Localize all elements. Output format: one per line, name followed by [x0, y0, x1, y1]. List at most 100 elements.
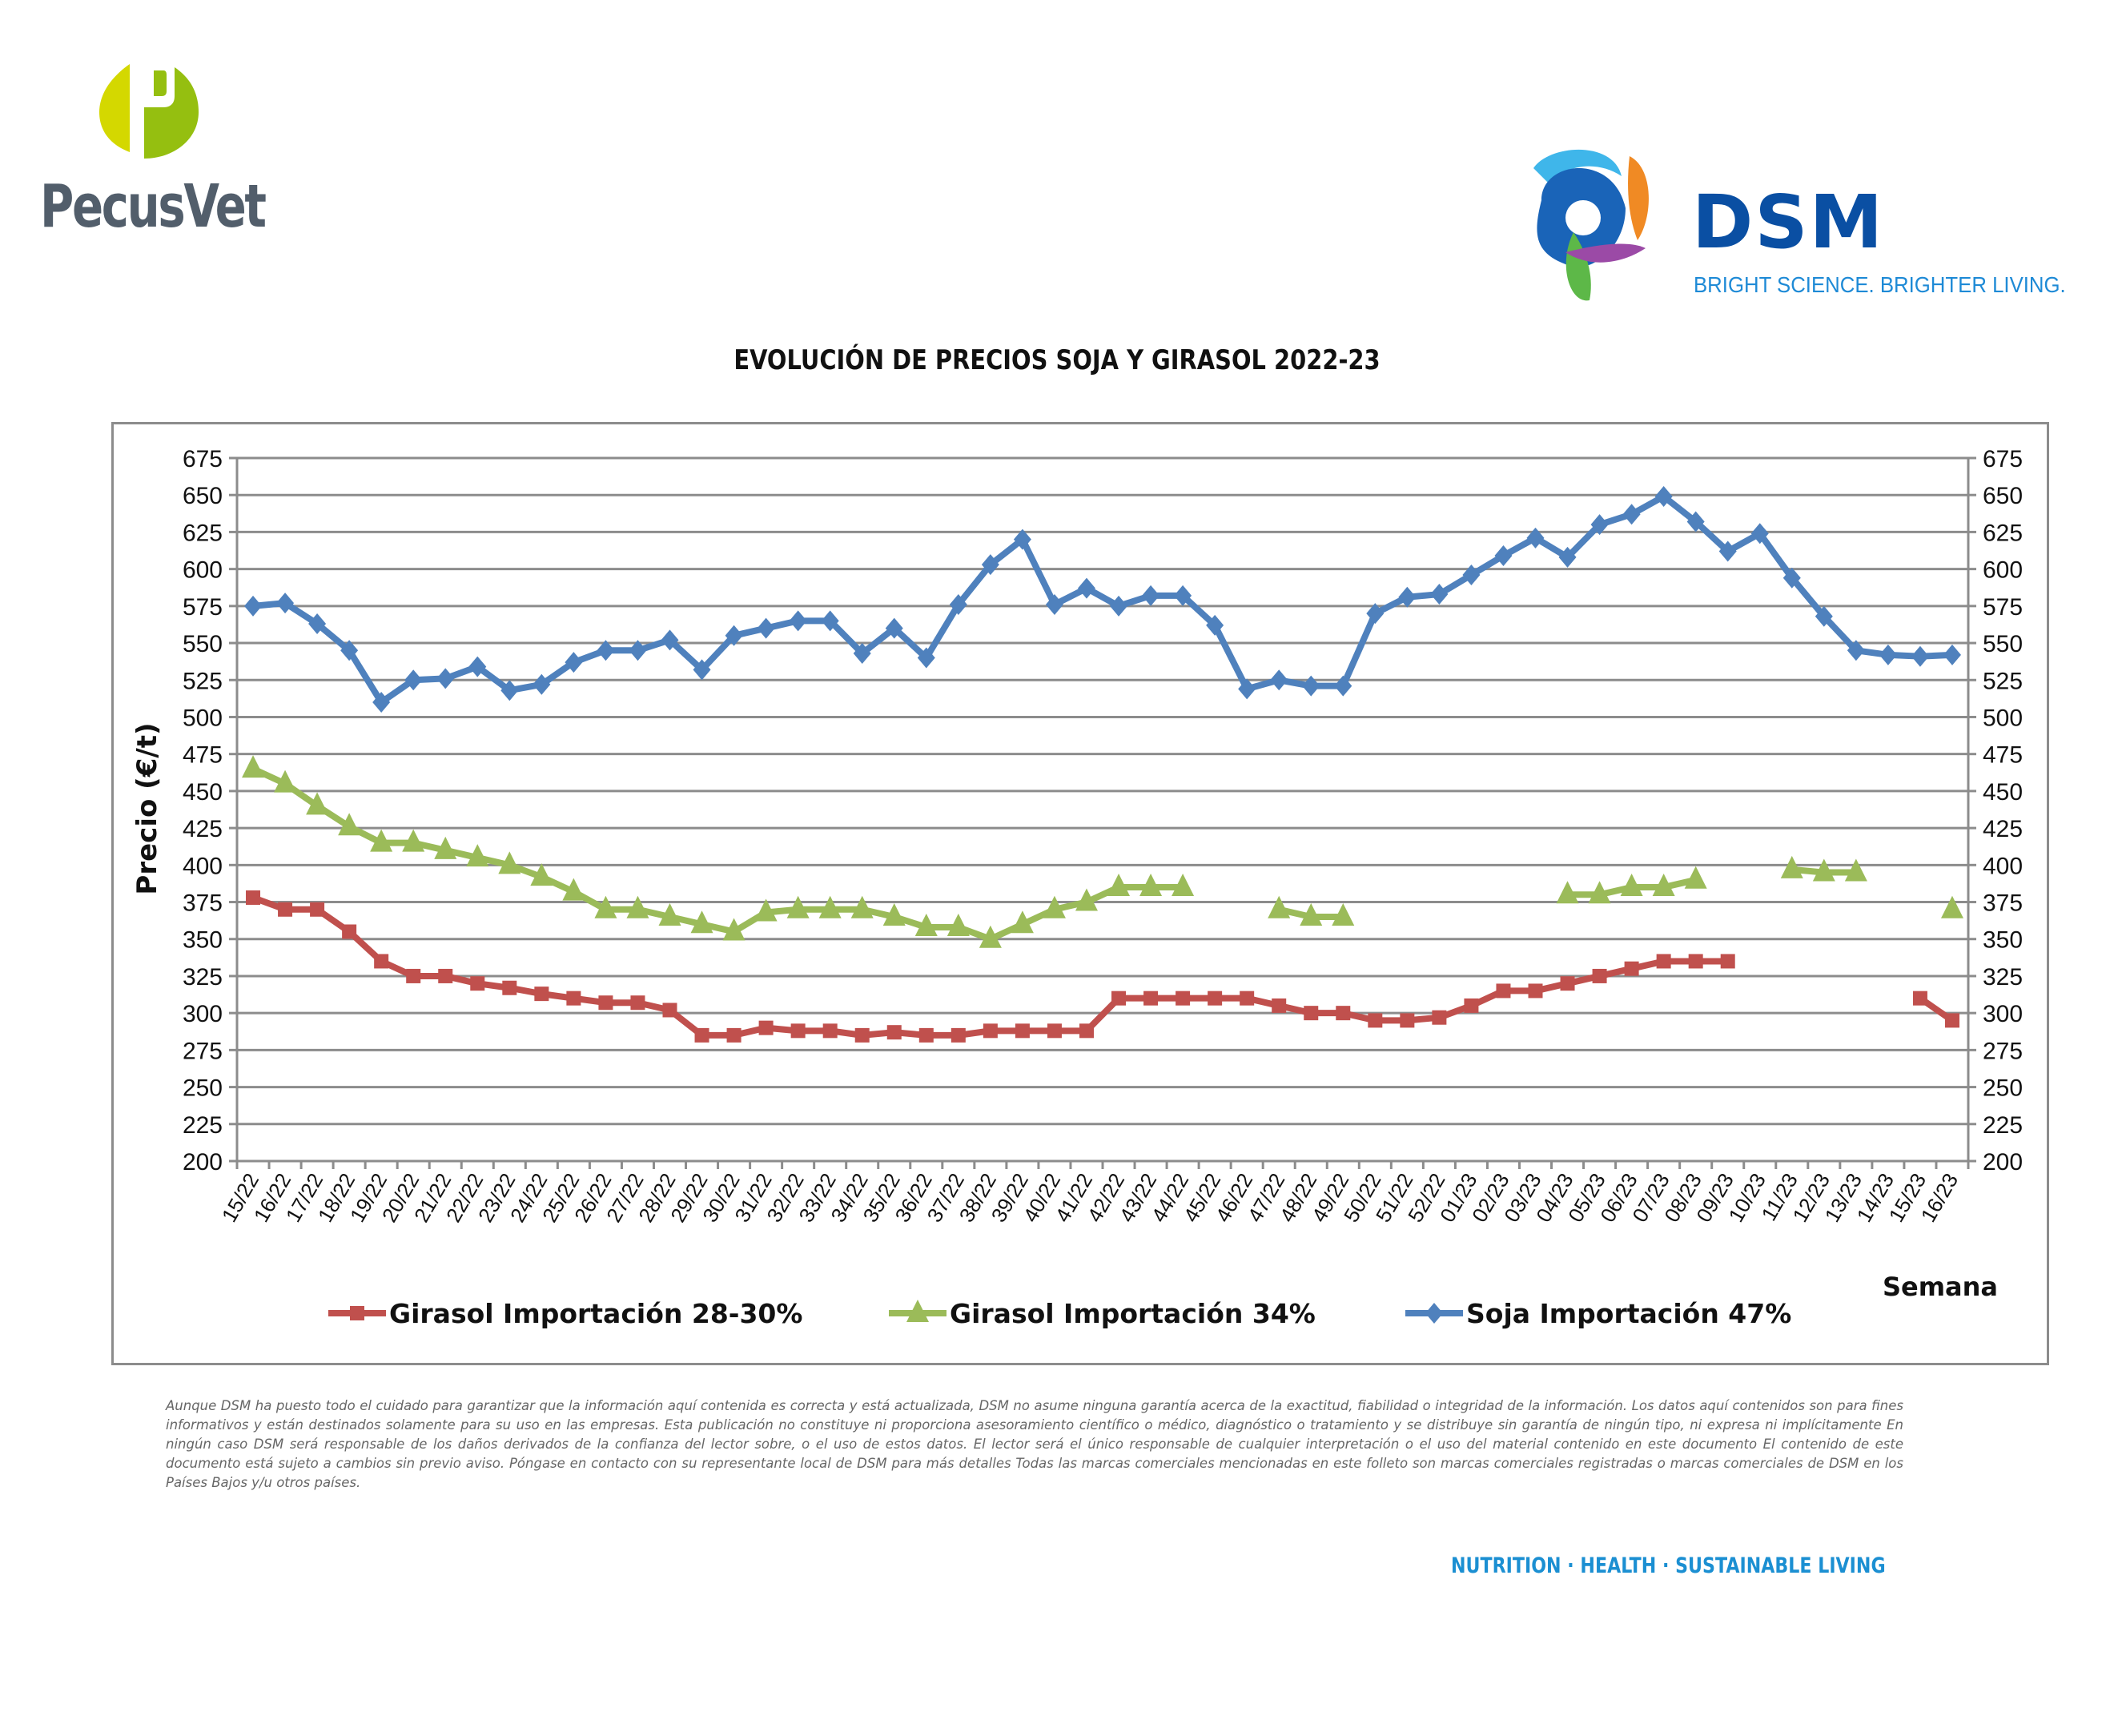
y-tick-label-left: 650 — [183, 483, 223, 509]
data-point-diamond — [372, 691, 391, 713]
disclaimer-text: Aunque DSM ha puesto todo el cuidado par… — [166, 1398, 1903, 1490]
y-tick-label-left: 225 — [183, 1112, 223, 1139]
dsm-tagline: BRIGHT SCIENCE. BRIGHTER LIVING. — [1694, 272, 2066, 297]
data-point-square — [566, 991, 581, 1006]
data-point-triangle — [1011, 910, 1034, 934]
data-point-square — [726, 1027, 742, 1043]
x-axis-title: Semana — [1883, 1272, 1998, 1302]
data-point-square — [1015, 1023, 1030, 1039]
data-point-triangle — [882, 903, 906, 926]
data-point-diamond — [1622, 504, 1641, 525]
data-point-diamond — [629, 640, 647, 661]
data-point-square — [950, 1027, 966, 1043]
data-point-diamond — [1077, 577, 1095, 599]
data-point-square — [502, 980, 517, 995]
data-point-square — [1208, 991, 1223, 1006]
data-point-diamond — [1302, 675, 1320, 697]
data-point-square — [1240, 991, 1255, 1006]
data-point-diamond — [1558, 546, 1577, 568]
data-point-triangle — [946, 913, 970, 936]
y-tick-label-right: 400 — [1983, 853, 2023, 879]
y-tick-label-left: 625 — [183, 520, 223, 546]
data-point-triangle — [658, 903, 681, 926]
y-tick-label-left: 500 — [183, 705, 223, 731]
data-point-square — [822, 1023, 838, 1039]
data-point-diamond — [340, 640, 359, 661]
data-point-diamond — [757, 617, 775, 639]
data-point-diamond — [468, 656, 487, 677]
data-point-diamond — [1847, 640, 1865, 661]
data-point-diamond — [1879, 644, 1897, 665]
data-point-triangle — [530, 863, 553, 886]
data-point-square — [1688, 954, 1703, 969]
data-point-diamond — [1425, 1303, 1443, 1324]
data-point-square — [406, 968, 421, 983]
data-point-square — [758, 1020, 774, 1035]
y-tick-label-left: 575 — [183, 594, 223, 621]
y-tick-label-right: 525 — [1983, 668, 2023, 694]
data-point-diamond — [1110, 595, 1128, 617]
data-point-diamond — [1943, 644, 1961, 665]
pecusvet-logo: PecusVet — [40, 60, 272, 244]
data-point-triangle — [1107, 874, 1131, 897]
series-girasol-importaci-n-34- — [242, 755, 1963, 948]
data-point-triangle — [1332, 903, 1355, 926]
y-tick-label-right: 500 — [1983, 705, 2023, 731]
data-point-triangle — [338, 813, 361, 836]
data-point-diamond — [885, 617, 903, 639]
data-point-diamond — [1013, 528, 1031, 550]
data-point-diamond — [725, 625, 743, 646]
y-tick-label-left: 275 — [183, 1038, 223, 1064]
data-point-square — [1496, 983, 1511, 999]
data-point-square — [310, 902, 325, 917]
data-point-diamond — [949, 593, 967, 615]
data-point-square — [1272, 998, 1287, 1013]
data-point-triangle — [1139, 874, 1163, 897]
data-point-square — [1656, 954, 1671, 969]
data-point-triangle — [466, 844, 489, 867]
axis-labels: 200 200 225 225 250 250 275 275 300 300 325 325 350 3… — [131, 446, 2023, 1302]
data-point-triangle — [1940, 895, 1963, 918]
data-point-diamond — [1654, 486, 1673, 508]
data-point-square — [1368, 1013, 1383, 1028]
data-point-square — [374, 954, 389, 969]
data-point-triangle — [402, 829, 425, 852]
data-point-triangle — [306, 792, 329, 815]
data-point-triangle — [1620, 874, 1643, 897]
y-tick-label-left: 475 — [183, 742, 223, 769]
data-point-triangle — [914, 913, 938, 936]
data-point-diamond — [1366, 603, 1385, 625]
series-line — [251, 894, 1728, 1039]
y-tick-label-right: 650 — [1983, 483, 2023, 509]
data-point-triangle — [370, 829, 393, 852]
data-point-square — [246, 890, 261, 905]
gridlines — [237, 456, 1968, 1126]
data-point-square — [886, 1025, 902, 1040]
y-tick-label-right: 450 — [1983, 779, 2023, 806]
data-point-triangle — [1300, 903, 1323, 926]
y-tick-label-right: 425 — [1983, 816, 2023, 842]
data-point-triangle — [562, 878, 585, 901]
data-point-triangle — [1268, 895, 1291, 918]
y-tick-label-left: 425 — [183, 816, 223, 842]
data-point-triangle — [242, 755, 265, 778]
data-point-square — [854, 1027, 870, 1043]
data-point-diamond — [500, 680, 519, 701]
data-point-diamond — [1686, 511, 1705, 532]
data-point-square — [534, 987, 549, 1002]
pecusvet-wordmark: PecusVet — [40, 172, 267, 241]
data-point-diamond — [1911, 645, 1929, 667]
y-tick-label-left: 450 — [183, 779, 223, 806]
data-point-diamond — [1815, 605, 1833, 627]
data-point-diamond — [1526, 527, 1545, 549]
y-axis-title: Precio (€/t) — [131, 722, 163, 894]
data-point-triangle — [818, 895, 842, 918]
data-point-square — [1944, 1013, 1959, 1028]
y-tick-label-left: 550 — [183, 631, 223, 657]
data-point-triangle — [1556, 881, 1579, 904]
data-point-triangle — [274, 770, 297, 793]
y-tick-label-left: 600 — [183, 557, 223, 584]
legend-item: Girasol Importación 28-30% — [328, 1298, 802, 1329]
chart-frame — [111, 422, 2049, 1365]
